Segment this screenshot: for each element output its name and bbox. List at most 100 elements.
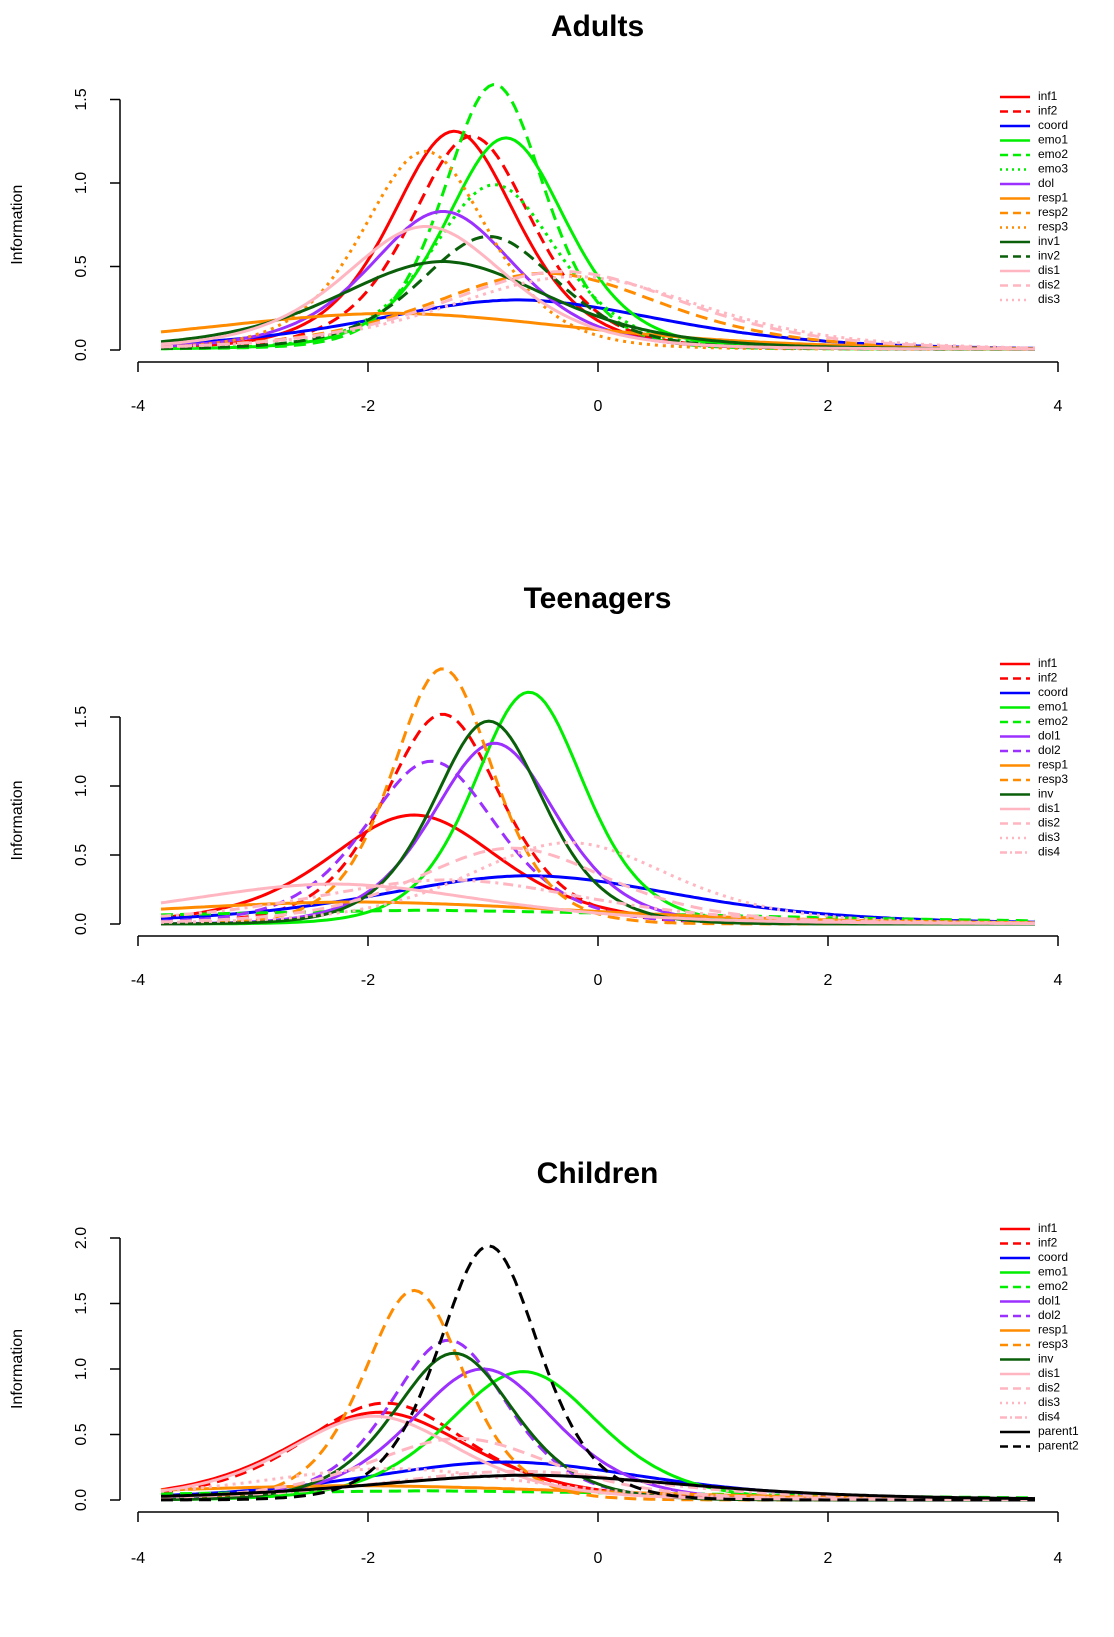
legend-label-inf2: inf2 — [1038, 671, 1058, 685]
series-line-inv2 — [160, 234, 1035, 351]
legend-label-inf1: inf1 — [1038, 1221, 1058, 1235]
x-tick-label: -2 — [361, 1550, 375, 1567]
y-tick-label: 1.0 — [73, 1358, 90, 1380]
series-line-resp2 — [160, 271, 1035, 351]
x-tick-label: -2 — [361, 972, 375, 989]
series-line-inv — [161, 719, 1035, 926]
legend-label-inv2: inv2 — [1038, 249, 1060, 263]
y-tick-label: 0.0 — [73, 913, 90, 935]
legend: inf1inf2coordemo1emo2dol1dol2resp1resp3i… — [1000, 1221, 1079, 1453]
legend-label-emo1: emo1 — [1038, 1265, 1068, 1279]
legend-label-emo2: emo2 — [1038, 1279, 1068, 1293]
legend-label-dis3: dis3 — [1038, 292, 1060, 306]
chart-children: Children 0.0 0.5 1.0 1.5 2.0 Information -4 -2 0 2… — [9, 1157, 1079, 1567]
legend-label-emo2: emo2 — [1038, 147, 1068, 161]
x-tick-label: 2 — [824, 972, 833, 989]
series-line-dol1 — [160, 1367, 1035, 1502]
legend-label-dol: dol — [1038, 176, 1054, 190]
y-tick-label: 0.5 — [73, 844, 90, 866]
x-tick-label: -2 — [361, 398, 375, 415]
y-tick-label: 1.0 — [73, 172, 90, 194]
y-tick-label: 1.5 — [73, 706, 90, 728]
legend-label-coord: coord — [1038, 118, 1068, 132]
legend-label-dis2: dis2 — [1038, 1381, 1060, 1395]
x-tick-label: 4 — [1054, 972, 1063, 989]
y-tick-label: 0.0 — [73, 339, 90, 361]
legend-label-inv: inv — [1038, 787, 1053, 801]
legend-label-coord: coord — [1038, 685, 1068, 699]
series-line-dis4 — [160, 878, 1035, 925]
y-tick-label: 0.0 — [73, 1489, 90, 1511]
series-line-parent1 — [160, 1473, 1036, 1501]
legend-label-inf2: inf2 — [1038, 104, 1058, 118]
series-line-dis2 — [160, 270, 1036, 350]
legend-label-emo3: emo3 — [1038, 162, 1068, 176]
x-tick-label: 2 — [824, 398, 833, 415]
legend-label-inv: inv — [1038, 1352, 1053, 1366]
legend-label-dis1: dis1 — [1038, 1366, 1060, 1380]
legend-label-dol2: dol2 — [1038, 1308, 1061, 1322]
legend-label-dol1: dol1 — [1038, 1294, 1061, 1308]
x-tick-label: -4 — [131, 398, 145, 415]
legend-label-parent2: parent2 — [1038, 1439, 1079, 1453]
series-lines — [160, 1244, 1036, 1502]
legend-label-dis1: dis1 — [1038, 801, 1060, 815]
legend-label-inv1: inv1 — [1038, 234, 1060, 248]
legend-label-dis2: dis2 — [1038, 816, 1060, 830]
chart-adults: Adults 0.0 0.5 1.0 1.5 Information -4 -2 0 2 4 inf1… — [9, 10, 1068, 415]
series-line-dis3 — [160, 841, 1036, 925]
x-tick-label: 4 — [1054, 1550, 1063, 1567]
legend-label-emo1: emo1 — [1038, 133, 1068, 147]
legend-label-resp3: resp3 — [1038, 220, 1068, 234]
legend-label-emo1: emo1 — [1038, 700, 1068, 714]
legend-label-dis3: dis3 — [1038, 830, 1060, 844]
series-lines — [160, 667, 1036, 926]
series-line-emo2 — [161, 83, 1035, 351]
series-line-dis2 — [160, 846, 1035, 925]
series-line-dis1 — [160, 225, 1035, 351]
chart-title: Adults — [551, 10, 644, 43]
legend-label-resp3: resp3 — [1038, 1337, 1068, 1351]
y-axis-label: Information — [9, 780, 26, 860]
legend-label-dis4: dis4 — [1038, 1410, 1060, 1424]
series-line-emo1 — [160, 690, 1035, 926]
y-tick-label: 1.5 — [73, 1292, 90, 1314]
y-tick-label: 2.0 — [73, 1227, 90, 1249]
legend-label-inf1: inf1 — [1038, 656, 1058, 670]
legend-label-coord: coord — [1038, 1250, 1068, 1264]
y-tick-label: 0.5 — [73, 255, 90, 277]
series-line-emo1 — [161, 1370, 1035, 1502]
legend-label-emo2: emo2 — [1038, 714, 1068, 728]
legend-label-dol2: dol2 — [1038, 743, 1061, 757]
x-tick-label: 0 — [594, 1550, 603, 1567]
legend-label-inf2: inf2 — [1038, 1236, 1058, 1250]
x-tick-label: 0 — [594, 398, 603, 415]
x-tick-label: -4 — [131, 1550, 145, 1567]
x-tick-label: -4 — [131, 972, 145, 989]
x-tick-label: 2 — [824, 1550, 833, 1567]
legend-label-parent1: parent1 — [1038, 1424, 1079, 1438]
series-line-dol2 — [160, 759, 1035, 925]
chart-teenagers: Teenagers 0.0 0.5 1.0 1.5 Information -4 -2 0 2 4 i… — [9, 582, 1068, 989]
legend-label-dis1: dis1 — [1038, 263, 1060, 277]
y-tick-label: 0.5 — [73, 1423, 90, 1445]
y-axis-label: Information — [9, 1329, 26, 1409]
series-line-resp3 — [161, 1288, 1035, 1502]
chart-title: Children — [537, 1157, 659, 1190]
legend-label-resp1: resp1 — [1038, 758, 1068, 772]
legend-label-dis3: dis3 — [1038, 1395, 1060, 1409]
legend-label-dol1: dol1 — [1038, 729, 1061, 743]
legend-label-resp2: resp2 — [1038, 205, 1068, 219]
series-line-emo3 — [161, 183, 1035, 351]
y-axis-label: Information — [9, 185, 26, 265]
series-line-inf2 — [160, 712, 1035, 925]
chart-title: Teenagers — [524, 582, 672, 615]
legend-label-dis4: dis4 — [1038, 845, 1060, 859]
legend-label-resp1: resp1 — [1038, 191, 1068, 205]
legend-label-resp1: resp1 — [1038, 1323, 1068, 1337]
series-lines — [160, 83, 1036, 351]
legend-label-inf1: inf1 — [1038, 89, 1058, 103]
legend-label-resp3: resp3 — [1038, 772, 1068, 786]
x-tick-label: 4 — [1054, 398, 1063, 415]
